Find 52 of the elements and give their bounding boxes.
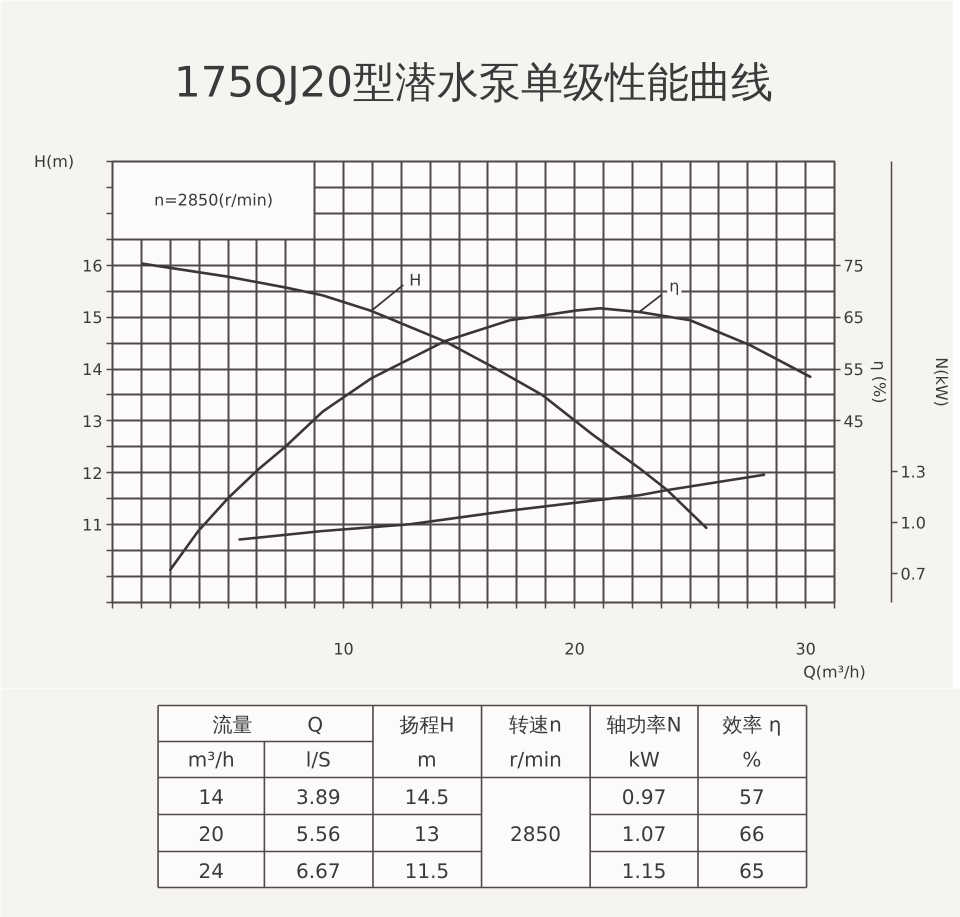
text: 5.56 (296, 822, 341, 846)
text: l/S (306, 748, 331, 772)
text: 20 (198, 822, 224, 846)
text: 流量 (212, 712, 252, 736)
y-tick-label: 15 (82, 308, 102, 328)
text: 65 (739, 859, 765, 883)
text: kW (628, 748, 660, 772)
text: 轴功率N (606, 712, 682, 736)
y-tick-label: 14 (82, 360, 102, 380)
text: 扬程H (399, 712, 454, 736)
y-tick-label: 12 (82, 464, 102, 483)
text: 14.5 (404, 785, 450, 809)
text: 2850 (510, 822, 561, 846)
y2-axis-title: η (%) (870, 360, 889, 404)
text: 11.5 (404, 859, 450, 883)
text: 3.89 (296, 785, 341, 809)
y2-tick-label: 45 (844, 412, 864, 431)
text: m (417, 748, 437, 772)
text: 0.97 (622, 785, 666, 809)
y2-tick-label: 65 (844, 308, 864, 328)
text: 1.07 (622, 822, 666, 846)
y-tick-label: 11 (82, 516, 102, 535)
text: 1.15 (622, 859, 666, 883)
text: 14 (198, 785, 224, 809)
y2-tick-label: 55 (844, 360, 864, 380)
text: 效率 η (722, 712, 782, 736)
text: 57 (739, 785, 765, 809)
x-tick-label: 20 (564, 640, 585, 658)
text: % (742, 748, 762, 772)
annotation: n=2850(r/min) (154, 190, 274, 210)
y-tick-label: 13 (82, 412, 102, 431)
y-tick-label: 16 (82, 256, 102, 276)
text: m³/h (188, 748, 235, 772)
x-tick-label: 30 (795, 640, 816, 658)
text: H (409, 270, 422, 290)
series-label: η (669, 276, 680, 296)
x-tick-label: 10 (333, 640, 354, 658)
y3-tick-label: 1.3 (900, 462, 926, 482)
y-axis-title: H(m) (34, 152, 74, 171)
y3-axis-title: N(kW) (932, 357, 951, 407)
chart-title: 175QJ20型潜水泵单级性能曲线 (174, 58, 774, 106)
text: 13 (414, 822, 440, 846)
y3-tick-label: 0.7 (900, 564, 926, 584)
text: Q (307, 712, 324, 736)
text: 6.67 (296, 859, 341, 883)
text: 24 (198, 859, 224, 883)
text: r/min (509, 748, 562, 772)
text: 转速n (509, 712, 562, 736)
text: 66 (739, 822, 765, 846)
y2-tick-label: 75 (844, 256, 864, 276)
y3-tick-label: 1.0 (900, 513, 926, 532)
x-axis-title: Q(m³/h) (803, 662, 866, 682)
